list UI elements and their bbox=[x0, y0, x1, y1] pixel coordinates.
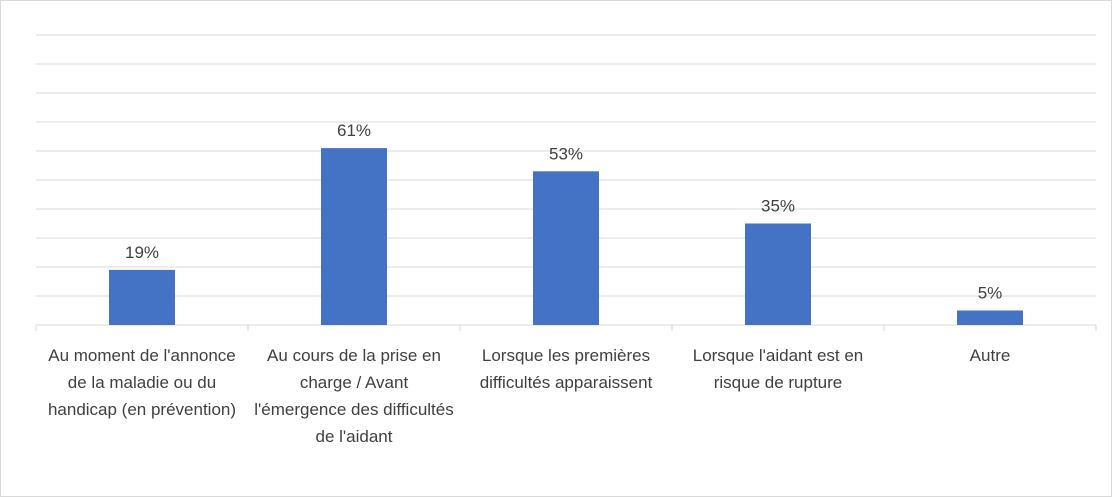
x-tick-label: Au cours de la prise en charge / Avant l… bbox=[254, 346, 454, 446]
data-label: 35% bbox=[761, 197, 795, 216]
x-tick-label: Au moment de l'annonce de la maladie ou … bbox=[47, 346, 237, 419]
bar bbox=[321, 148, 387, 325]
x-tick-label: Autre bbox=[969, 346, 1011, 365]
bar bbox=[533, 171, 599, 325]
bar bbox=[745, 223, 811, 325]
data-label: 5% bbox=[978, 284, 1003, 303]
bar bbox=[957, 310, 1023, 325]
data-label: 19% bbox=[125, 243, 159, 262]
data-label: 61% bbox=[337, 121, 371, 140]
x-tick-label: Lorsque l'aidant est en risque de ruptur… bbox=[692, 346, 864, 392]
data-label: 53% bbox=[549, 144, 583, 163]
bar bbox=[109, 269, 175, 325]
x-tick-label: Lorsque les premières difficultés appara… bbox=[479, 346, 653, 392]
